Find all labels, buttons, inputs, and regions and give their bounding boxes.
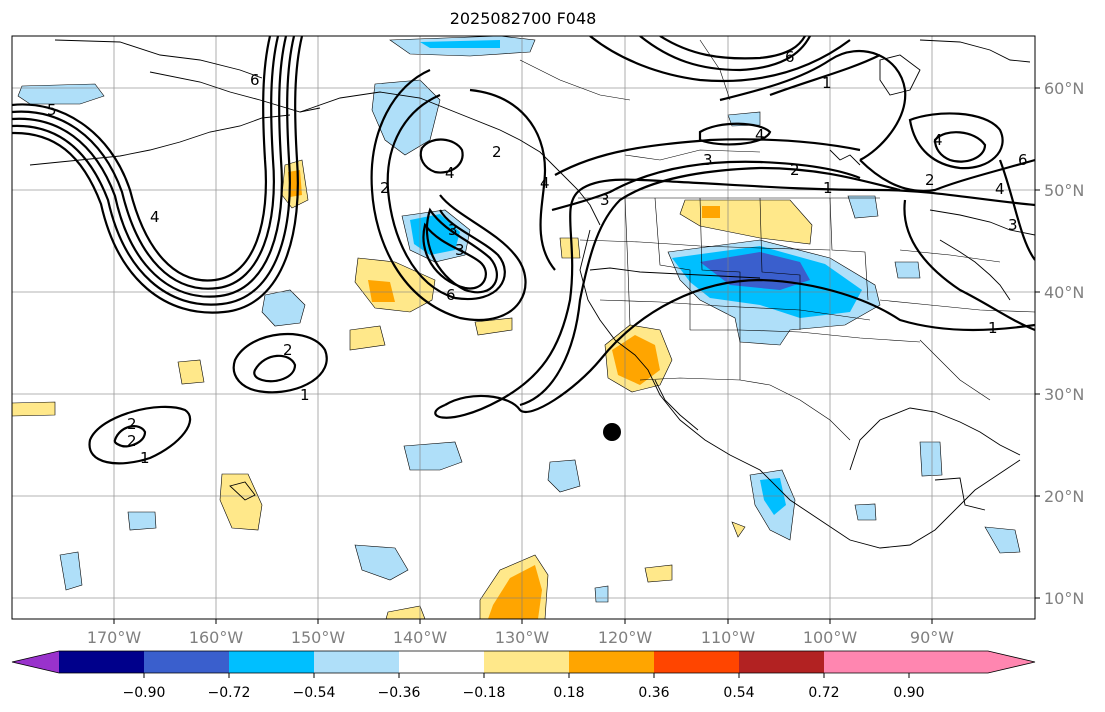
colorbar-tick-label: −0.18	[463, 685, 506, 701]
colorbar-segment	[569, 651, 654, 673]
colorbar: −0.90 −0.72 −0.54 −0.36 −0.18 0.18 0.36 …	[11, 650, 1036, 701]
colorbar-segment	[909, 651, 1035, 673]
map-frame	[11, 35, 1036, 620]
colorbar-tick-label: 0.90	[893, 685, 924, 701]
colorbar-tick-label: 0.36	[638, 685, 669, 701]
colorbar-segment	[484, 651, 569, 673]
contour-label: 1	[988, 319, 998, 337]
colorbar-tick-label: −0.72	[208, 685, 251, 701]
colorbar-segment	[12, 651, 59, 673]
lon-label: 90°W	[910, 628, 954, 647]
colorbar-tick-label: 0.54	[723, 685, 754, 701]
contour-label: 3	[448, 221, 458, 239]
contour-label: 2	[380, 179, 390, 197]
lat-label: 30°N	[1044, 385, 1084, 404]
coastlines	[29, 39, 1035, 549]
contour-label: 5	[47, 101, 57, 119]
contour-label: 4	[933, 131, 943, 149]
contour-label: 2	[127, 432, 137, 450]
colorbar-segment	[739, 651, 824, 673]
latitude-labels: 60°N 50°N 40°N 30°N 20°N 10°N	[1044, 79, 1084, 608]
lat-label: 10°N	[1044, 589, 1084, 608]
colorbar-segment	[399, 651, 484, 673]
contour-label: 6	[785, 48, 795, 66]
contour-label: 3	[1008, 216, 1018, 234]
colorbar-tick-label: −0.90	[123, 685, 166, 701]
contour-label: 3	[455, 241, 465, 259]
contour-labels: 6 6 1 5 4 2 4 3 3 6 2 1 2 1 2 2 3 4 3 2 …	[47, 48, 1028, 467]
map-title: 2025082700 F048	[449, 9, 597, 28]
contour-label: 4	[445, 164, 455, 182]
contour-label: 4	[995, 180, 1005, 198]
colorbar-segment	[654, 651, 739, 673]
contour-label: 1	[822, 74, 832, 92]
colorbar-segment	[144, 651, 229, 673]
location-marker	[603, 423, 621, 441]
colorbar-tick-label: −0.36	[378, 685, 421, 701]
contour-label: 4	[755, 126, 765, 144]
height-contours	[12, 36, 1035, 465]
contour-label: 4	[540, 174, 550, 192]
lon-label: 120°W	[598, 628, 653, 647]
contour-label: 3	[600, 191, 610, 209]
contour-label: 2	[790, 161, 800, 179]
contour-label: 4	[150, 208, 160, 226]
lat-label: 60°N	[1044, 79, 1084, 98]
contour-label: 6	[250, 71, 260, 89]
colorbar-segment	[229, 651, 314, 673]
contour-label: 2	[492, 143, 502, 161]
contour-label: 6	[446, 286, 456, 304]
contour-label: 2	[283, 341, 293, 359]
colorbar-tick-label: −0.54	[293, 685, 336, 701]
lon-label: 150°W	[291, 628, 346, 647]
lon-label: 140°W	[393, 628, 448, 647]
colorbar-tick-label: 0.18	[553, 685, 584, 701]
lon-label: 100°W	[803, 628, 858, 647]
axis-ticks	[113, 87, 1040, 624]
contour-label: 2	[127, 415, 137, 433]
colorbar-segment	[824, 651, 909, 673]
colorbar-segment	[314, 651, 399, 673]
lon-label: 160°W	[189, 628, 244, 647]
longitude-labels: 170°W 160°W 150°W 140°W 130°W 120°W 110°…	[87, 628, 954, 647]
colorbar-tick-label: 0.72	[808, 685, 839, 701]
lon-label: 110°W	[701, 628, 756, 647]
lon-label: 170°W	[87, 628, 142, 647]
lon-label: 130°W	[495, 628, 550, 647]
colorbar-segment	[59, 651, 144, 673]
contour-label: 2	[925, 171, 935, 189]
lat-label: 50°N	[1044, 181, 1084, 200]
lat-label: 20°N	[1044, 487, 1084, 506]
contour-label: 1	[823, 179, 833, 197]
contour-label: 1	[140, 449, 150, 467]
map-panel: 6 6 1 5 4 2 4 3 3 6 2 1 2 1 2 2 3 4 3 2 …	[12, 36, 1035, 619]
contour-label: 1	[300, 386, 310, 404]
lat-label: 40°N	[1044, 283, 1084, 302]
contour-label: 6	[1018, 151, 1028, 169]
contour-label: 3	[703, 151, 713, 169]
borders	[519, 39, 1035, 441]
